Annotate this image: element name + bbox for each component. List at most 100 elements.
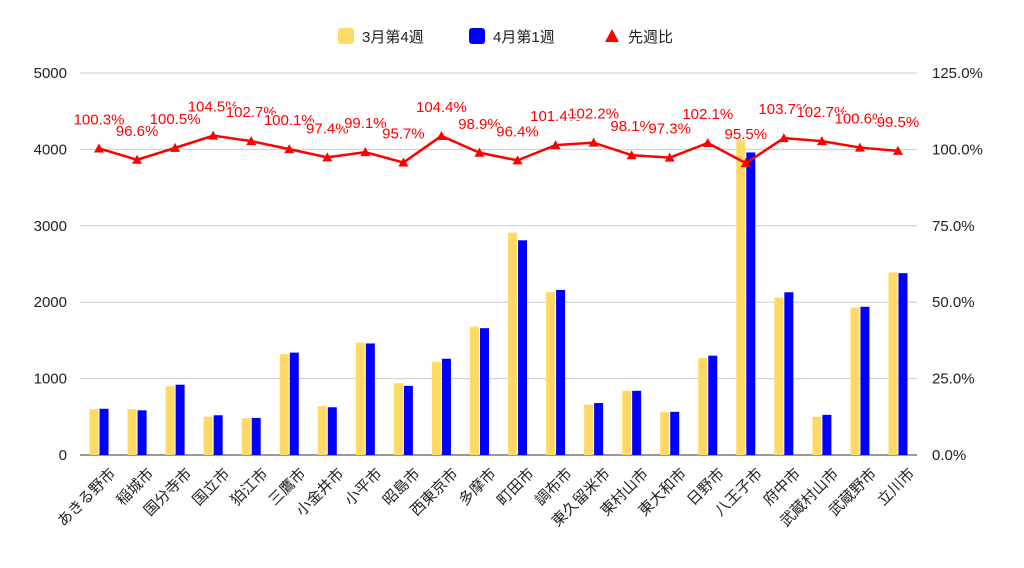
ratio-point bbox=[208, 130, 219, 140]
bar-3月第4週 bbox=[888, 272, 898, 455]
bar-4月第1週 bbox=[365, 343, 375, 455]
ratio-data-label: 100.6% bbox=[834, 111, 885, 128]
ratio-data-label: 95.5% bbox=[725, 126, 768, 143]
y-left-tick-label: 5000 bbox=[34, 65, 67, 82]
bar-3月第4週 bbox=[127, 409, 137, 455]
ratio-data-label: 97.4% bbox=[306, 120, 349, 137]
ratio-point bbox=[588, 137, 599, 147]
y-right-tick-label: 125.0% bbox=[932, 65, 983, 82]
ratio-point bbox=[702, 137, 713, 147]
ratio-data-label: 102.2% bbox=[568, 106, 619, 123]
y-right-tick-label: 75.0% bbox=[932, 218, 975, 235]
bar-3月第4週 bbox=[393, 383, 403, 455]
ratio-point bbox=[550, 140, 561, 150]
ratio-point bbox=[740, 158, 751, 168]
ratio-data-label: 103.7% bbox=[758, 101, 809, 118]
bar-3月第4週 bbox=[736, 137, 746, 455]
x-tick-label: 小平市 bbox=[342, 465, 386, 509]
legend-item: 4月第1週 bbox=[469, 28, 555, 46]
ratio-data-label: 104.5% bbox=[188, 99, 239, 116]
y-left-tick-label: 0 bbox=[59, 447, 67, 464]
bar-3月第4週 bbox=[508, 232, 518, 455]
ratio-data-label: 98.9% bbox=[458, 116, 501, 133]
bar-3月第4週 bbox=[698, 357, 708, 455]
x-tick-label: 狛江市 bbox=[228, 465, 272, 509]
ratio-point bbox=[892, 145, 903, 155]
ratio-data-label: 100.3% bbox=[74, 111, 125, 128]
legend-swatch bbox=[338, 28, 354, 44]
ratio-data-label: 99.1% bbox=[344, 115, 387, 132]
ratio-line-series: 100.3%96.6%100.5%104.5%102.7%100.1%97.4%… bbox=[72, 97, 921, 168]
bar-3月第4週 bbox=[89, 409, 99, 455]
bar-3月第4週 bbox=[165, 386, 175, 455]
ratio-data-label: 97.3% bbox=[648, 121, 691, 138]
x-tick-label: 多摩市 bbox=[455, 464, 500, 509]
ratio-point bbox=[322, 152, 333, 162]
bar-4月第1週 bbox=[860, 306, 870, 455]
ratio-data-label: 102.1% bbox=[682, 106, 733, 123]
bar-4月第1週 bbox=[632, 390, 642, 455]
bar-3月第4週 bbox=[469, 326, 479, 455]
ratio-line bbox=[98, 134, 899, 165]
ratio-data-label: 99.5% bbox=[877, 114, 920, 131]
bar-4月第1週 bbox=[137, 410, 147, 455]
legend-marker bbox=[605, 29, 619, 42]
ratio-data-label: 96.4% bbox=[496, 123, 539, 140]
ratio-data-label: 100.5% bbox=[150, 111, 201, 128]
ratio-data-label: 102.7% bbox=[226, 104, 277, 121]
bar-4月第1週 bbox=[670, 411, 680, 455]
bar-3月第4週 bbox=[584, 404, 594, 455]
y-left-tick-label: 4000 bbox=[34, 141, 67, 158]
bar-4月第1週 bbox=[518, 240, 528, 455]
x-tick-label: 国立市 bbox=[189, 465, 233, 509]
y-left-tick-label: 2000 bbox=[34, 294, 67, 311]
legend-label: 4月第1週 bbox=[493, 28, 555, 46]
y-axis-left: 0 1000 2000 3000 4000 5000 bbox=[34, 65, 67, 464]
bar-4月第1週 bbox=[898, 273, 908, 455]
x-tick-label: 町田市 bbox=[494, 465, 538, 509]
ratio-point bbox=[854, 142, 865, 152]
legend-label: 先週比 bbox=[628, 29, 673, 46]
x-axis-labels: あきる野市稲城市国分寺市国立市狛江市三鷹市小金井市小平市昭島市西東京市多摩市町田… bbox=[54, 464, 918, 530]
ratio-point bbox=[816, 136, 827, 146]
bar-3月第4週 bbox=[622, 390, 632, 455]
bar-3月第4週 bbox=[850, 307, 860, 455]
bar-4月第1週 bbox=[441, 358, 451, 455]
ratio-point bbox=[664, 152, 675, 162]
ratio-data-label: 96.6% bbox=[116, 123, 159, 140]
y-left-tick-label: 1000 bbox=[34, 371, 67, 388]
ratio-point bbox=[626, 150, 637, 160]
ratio-data-label: 104.4% bbox=[416, 99, 467, 116]
bar-4月第1週 bbox=[175, 384, 185, 455]
bar-4月第1週 bbox=[99, 408, 109, 455]
bar-3月第4週 bbox=[279, 354, 289, 455]
bar-4月第1週 bbox=[708, 355, 718, 455]
ratio-data-label: 102.7% bbox=[796, 104, 847, 121]
bar-3月第4週 bbox=[546, 292, 556, 455]
ratio-point bbox=[512, 155, 523, 165]
ratio-point bbox=[246, 136, 257, 146]
bar-3月第4週 bbox=[774, 297, 784, 455]
bar-4月第1週 bbox=[403, 385, 413, 455]
bar-4月第1週 bbox=[556, 289, 566, 455]
x-tick-label: あきる野市 bbox=[54, 465, 119, 530]
ratio-point bbox=[360, 147, 371, 157]
bar-3月第4週 bbox=[203, 416, 213, 455]
legend-item: 先週比 bbox=[605, 29, 673, 46]
bar-4月第1週 bbox=[213, 415, 223, 455]
y-left-tick-label: 3000 bbox=[34, 218, 67, 235]
y-axis-right: 0.0% 25.0% 50.0% 75.0% 100.0% 125.0% bbox=[932, 65, 983, 464]
y-right-tick-label: 100.0% bbox=[932, 141, 983, 158]
bar-4月第1週 bbox=[594, 403, 604, 455]
ratio-point bbox=[474, 147, 485, 157]
bar-3月第4週 bbox=[241, 418, 251, 455]
bar-3月第4週 bbox=[431, 361, 441, 455]
bar-4月第1週 bbox=[251, 417, 261, 455]
legend-item: 3月第4週 bbox=[338, 28, 424, 46]
ratio-data-label: 101.4% bbox=[530, 108, 581, 125]
bar-3月第4週 bbox=[812, 416, 822, 455]
ratio-point bbox=[436, 130, 447, 140]
y-right-tick-label: 50.0% bbox=[932, 294, 975, 311]
